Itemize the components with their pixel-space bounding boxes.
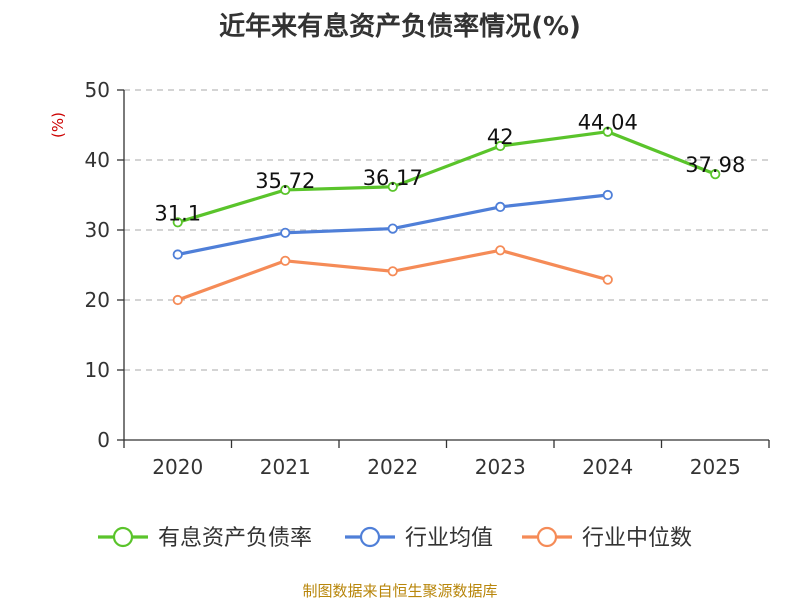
- data-label: 42: [487, 125, 514, 149]
- legend-label: 行业中位数: [582, 526, 692, 551]
- data-point: [280, 227, 291, 238]
- data-point: [387, 181, 398, 192]
- legend-marker: [359, 526, 381, 548]
- y-axis-unit-label: (%): [49, 112, 67, 138]
- legend-item[interactable]: 行业均值: [345, 526, 493, 551]
- legend-marker: [536, 526, 558, 548]
- source-note: 制图数据来自恒生聚源数据库: [302, 582, 498, 600]
- y-tick-label: 50: [85, 78, 110, 102]
- chart-title: 近年来有息资产负债率情况(%): [219, 12, 581, 42]
- data-point: [495, 140, 506, 152]
- y-tick-label: 20: [85, 288, 110, 312]
- x-tick-label: 2021: [260, 455, 311, 479]
- x-tick-label: 2022: [367, 455, 418, 479]
- data-point: [387, 266, 398, 277]
- data-label: 35.72: [255, 169, 315, 193]
- gridlines: [124, 89, 769, 371]
- data-labels: 31.1 35.72 36.17 42 44.04 37.98: [154, 111, 745, 226]
- y-tick-label: 40: [85, 148, 110, 172]
- legend-label: 行业均值: [405, 526, 493, 551]
- data-label: 31.1: [154, 201, 201, 225]
- data-point: [602, 126, 613, 137]
- data-point: [495, 245, 506, 256]
- data-point: [172, 294, 183, 306]
- y-tick-label: 0: [97, 428, 110, 452]
- legend-item[interactable]: 行业中位数: [522, 526, 692, 551]
- data-point: [280, 255, 291, 266]
- legend-label: 有息资产负债率: [158, 526, 312, 551]
- series-lines: [172, 126, 721, 306]
- data-point: [602, 274, 613, 285]
- data-point: [172, 217, 183, 228]
- data-label: 36.17: [363, 166, 423, 190]
- y-tick-label: 30: [85, 218, 110, 242]
- legend[interactable]: 有息资产负债率 行业均值 行业中位数: [98, 526, 692, 551]
- legend-item[interactable]: 有息资产负债率: [98, 526, 312, 551]
- data-label: 37.98: [685, 153, 745, 177]
- x-tick-label: 2024: [582, 455, 633, 479]
- data-point: [280, 184, 291, 196]
- x-tick-label: 2020: [152, 455, 203, 479]
- y-tick-label: 10: [85, 358, 110, 382]
- data-point: [495, 201, 506, 212]
- series-line: [177, 130, 716, 224]
- axes: 0 10 20 30 40 50 2020 2021 2022 2023 2024 2025 (%): [49, 78, 770, 479]
- legend-marker: [112, 526, 134, 548]
- data-point: [172, 249, 183, 260]
- x-tick-label: 2025: [690, 455, 741, 479]
- x-tick-label: 2023: [475, 455, 526, 479]
- data-point: [387, 223, 398, 234]
- data-point: [602, 189, 613, 201]
- data-label: 44.04: [578, 111, 638, 135]
- data-point: [710, 169, 721, 180]
